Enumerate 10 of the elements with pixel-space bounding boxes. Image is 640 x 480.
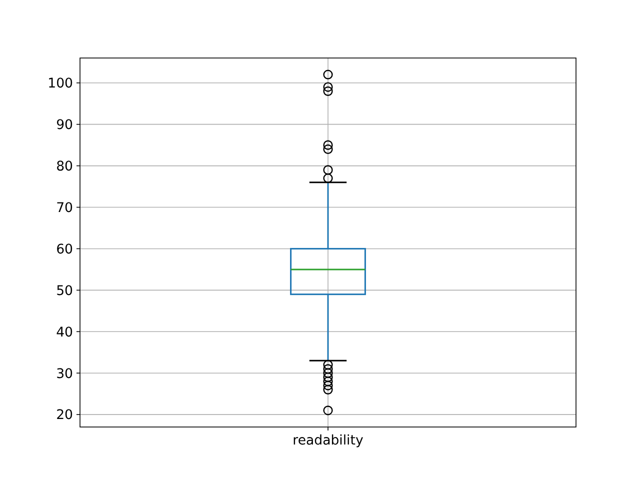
y-tick-label: 80 bbox=[56, 159, 73, 174]
y-tick-label: 90 bbox=[56, 118, 73, 133]
y-tick-label: 60 bbox=[56, 242, 73, 258]
x-tick-label: readability bbox=[292, 434, 364, 449]
y-tick-label: 40 bbox=[56, 325, 73, 340]
y-tick-label: 50 bbox=[56, 284, 73, 299]
y-tick-label: 30 bbox=[56, 366, 73, 382]
y-tick-label: 70 bbox=[56, 200, 73, 216]
y-tick-label: 100 bbox=[48, 76, 73, 92]
y-tick-label: 20 bbox=[56, 408, 73, 424]
